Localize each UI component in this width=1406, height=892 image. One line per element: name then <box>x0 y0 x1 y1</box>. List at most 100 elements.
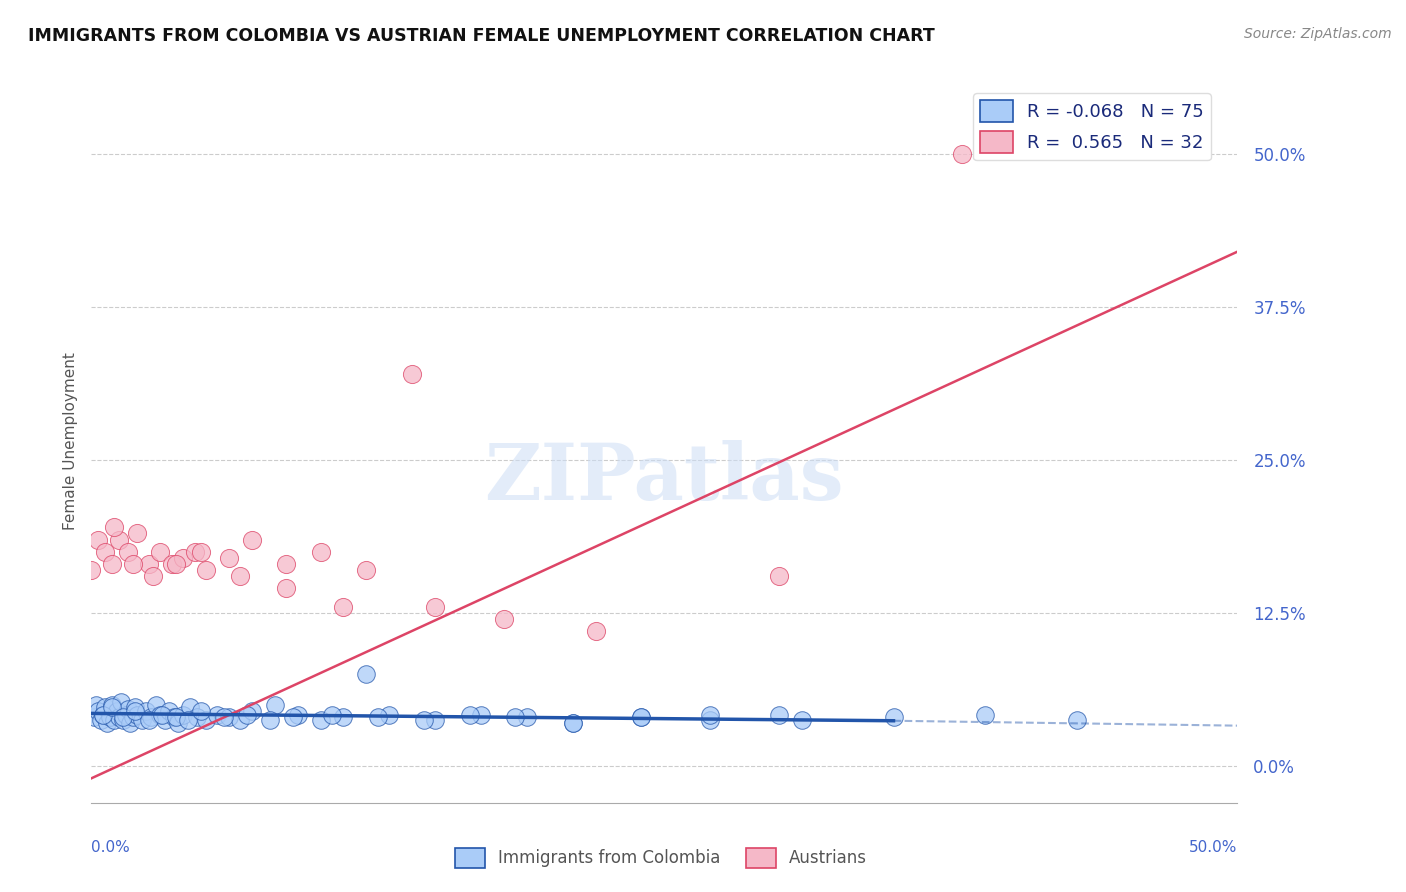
Point <box>117 545 139 559</box>
Point <box>96 716 118 731</box>
Point <box>458 707 481 722</box>
Point <box>80 563 103 577</box>
Point <box>149 545 172 559</box>
Point <box>768 569 790 583</box>
Y-axis label: Female Unemployment: Female Unemployment <box>62 352 77 531</box>
Point <box>83 710 105 724</box>
Point <box>974 707 997 722</box>
Point <box>699 707 721 722</box>
Point <box>194 713 217 727</box>
Point <box>114 707 136 722</box>
Point <box>263 698 285 712</box>
Point <box>108 710 131 724</box>
Point <box>124 704 146 718</box>
Point <box>240 704 263 718</box>
Text: 0.0%: 0.0% <box>91 839 131 855</box>
Point <box>87 704 110 718</box>
Point <box>179 700 201 714</box>
Point <box>367 710 389 724</box>
Point <box>84 698 107 712</box>
Point <box>236 707 259 722</box>
Point <box>108 533 131 547</box>
Point <box>120 716 142 731</box>
Point <box>699 713 721 727</box>
Point <box>790 713 813 727</box>
Point <box>117 701 139 715</box>
Point <box>110 695 132 709</box>
Point <box>186 710 208 724</box>
Point <box>214 710 236 724</box>
Point <box>276 582 298 596</box>
Point <box>165 557 187 571</box>
Point <box>91 707 114 722</box>
Point <box>172 550 194 565</box>
Point <box>94 700 117 714</box>
Text: 50.0%: 50.0% <box>1189 839 1237 855</box>
Point <box>160 557 183 571</box>
Point <box>127 707 149 722</box>
Point <box>561 716 583 731</box>
Point <box>112 713 135 727</box>
Point <box>585 624 607 639</box>
Point <box>630 710 652 724</box>
Point <box>259 713 281 727</box>
Point <box>423 599 446 614</box>
Point <box>768 707 790 722</box>
Point <box>229 569 252 583</box>
Point <box>492 612 515 626</box>
Point <box>172 707 194 722</box>
Point <box>218 710 240 724</box>
Point <box>165 710 187 724</box>
Point <box>124 700 146 714</box>
Point <box>194 563 217 577</box>
Point <box>412 713 434 727</box>
Point <box>183 545 205 559</box>
Point <box>139 710 162 724</box>
Point <box>98 710 121 724</box>
Point <box>423 713 446 727</box>
Text: ZIPatlas: ZIPatlas <box>485 440 844 516</box>
Point <box>103 520 125 534</box>
Point <box>127 526 149 541</box>
Point <box>332 710 354 724</box>
Point <box>94 545 117 559</box>
Point <box>630 710 652 724</box>
Point <box>218 550 240 565</box>
Point <box>332 599 354 614</box>
Point <box>121 557 143 571</box>
Point <box>309 545 332 559</box>
Point <box>153 713 176 727</box>
Point <box>167 716 190 731</box>
Point <box>176 713 198 727</box>
Point <box>87 533 110 547</box>
Point <box>516 710 538 724</box>
Point <box>121 710 143 724</box>
Point <box>101 557 124 571</box>
Point <box>157 704 180 718</box>
Point <box>112 710 135 724</box>
Point <box>142 569 165 583</box>
Point <box>91 707 114 722</box>
Point <box>145 698 167 712</box>
Point <box>190 704 212 718</box>
Point <box>101 700 124 714</box>
Point <box>138 713 160 727</box>
Point <box>561 716 583 731</box>
Point <box>470 707 492 722</box>
Point <box>309 713 332 727</box>
Point <box>276 557 298 571</box>
Point <box>131 713 153 727</box>
Point <box>240 533 263 547</box>
Point <box>152 707 174 722</box>
Point <box>207 707 229 722</box>
Point <box>103 713 125 727</box>
Legend: R = -0.068   N = 75, R =  0.565   N = 32: R = -0.068 N = 75, R = 0.565 N = 32 <box>973 93 1211 161</box>
Text: Source: ZipAtlas.com: Source: ZipAtlas.com <box>1244 27 1392 41</box>
Point <box>135 704 157 718</box>
Point <box>356 563 378 577</box>
Text: IMMIGRANTS FROM COLOMBIA VS AUSTRIAN FEMALE UNEMPLOYMENT CORRELATION CHART: IMMIGRANTS FROM COLOMBIA VS AUSTRIAN FEM… <box>28 27 935 45</box>
Point <box>90 713 112 727</box>
Point <box>101 698 124 712</box>
Point <box>281 710 304 724</box>
Point <box>356 667 378 681</box>
